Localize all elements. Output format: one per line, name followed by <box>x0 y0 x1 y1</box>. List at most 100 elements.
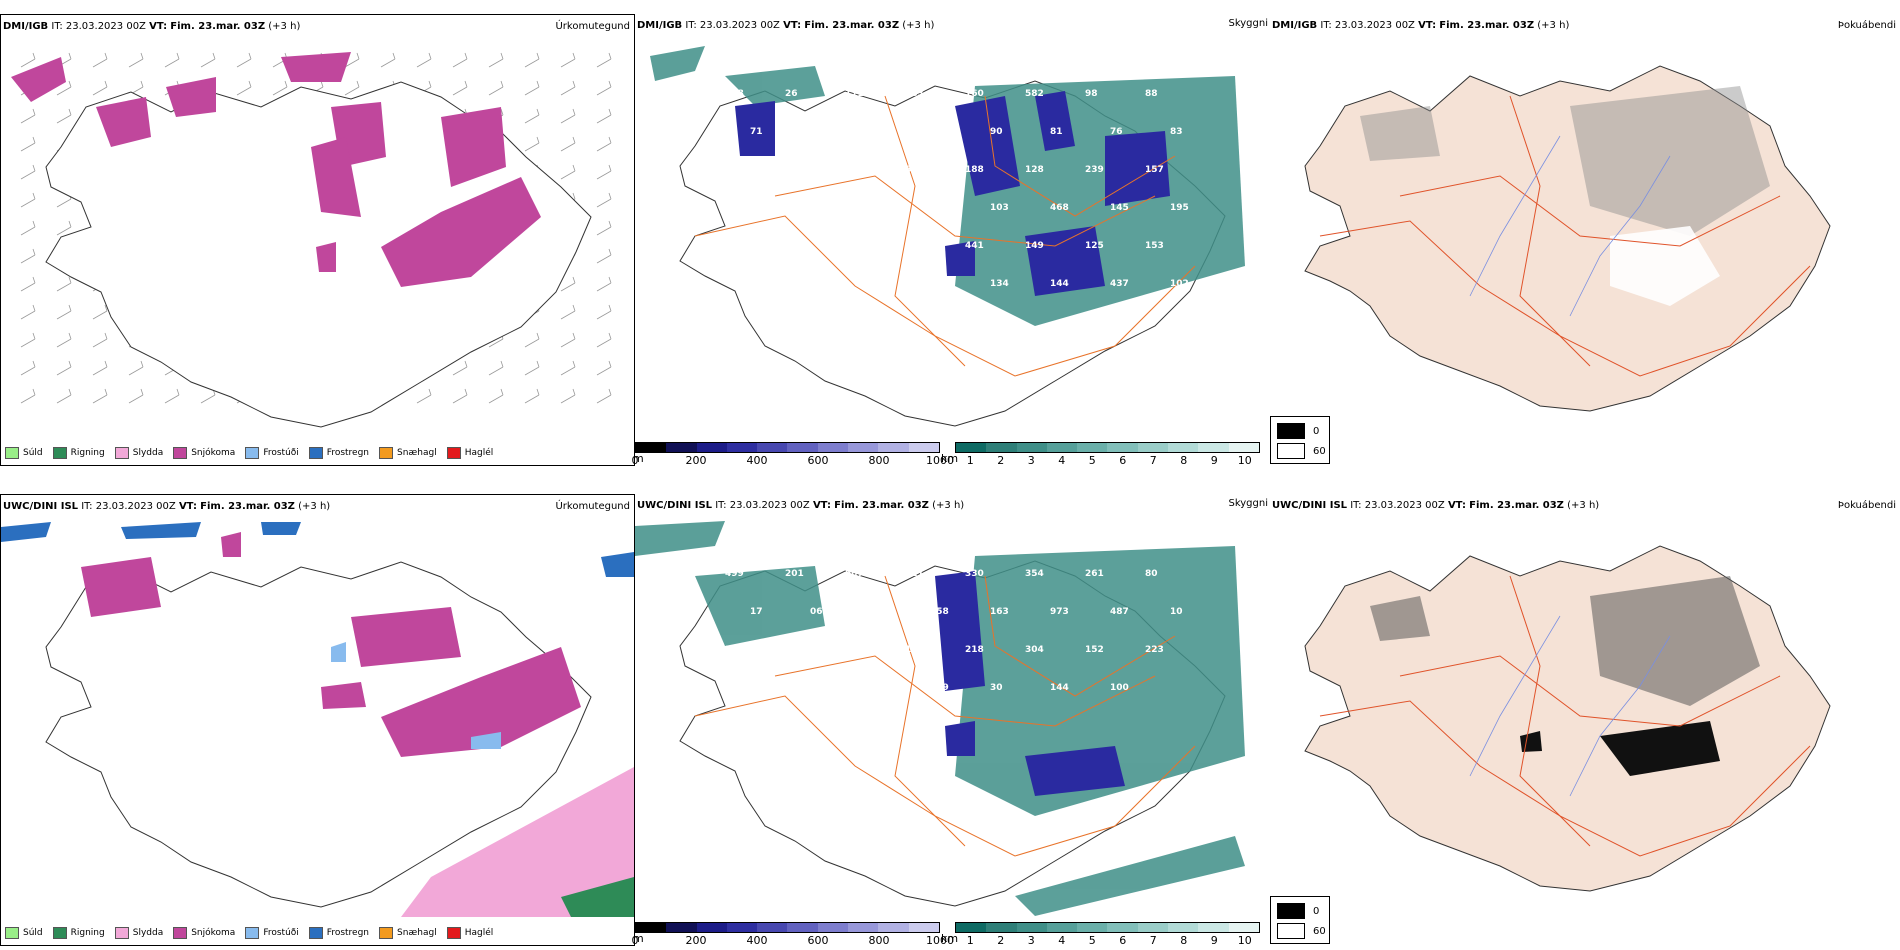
cloud-height-label: 149 <box>1025 241 1044 251</box>
legend-swatch <box>446 447 461 459</box>
wind-barb <box>560 136 576 152</box>
cloud-height-label: 298 <box>725 89 744 99</box>
colorbar-cell <box>817 923 849 932</box>
product-title: Úrkomutegund <box>555 21 630 32</box>
colorbar-tick-label: 8 <box>1180 934 1188 947</box>
legend-item: Snæhagl <box>379 927 437 939</box>
legend-swatch <box>245 927 260 939</box>
colorbar-cell <box>1077 443 1108 452</box>
colorbar-tick-label: 7 <box>1149 454 1157 467</box>
wind-barb <box>596 332 612 348</box>
wind-barb <box>20 248 36 264</box>
wind-barb <box>560 276 576 292</box>
cloud-height-label: 83 <box>1170 127 1183 137</box>
wind-barb <box>56 108 72 124</box>
fog-legend-swatch <box>1277 923 1305 939</box>
cloud-height-label: 80 <box>1145 569 1158 579</box>
colorbar-tick-label: 9 <box>1210 454 1218 467</box>
cloud-height-label: 111 <box>725 165 744 175</box>
cloud-height-label: 95 <box>785 645 798 655</box>
wind-barb <box>488 52 504 68</box>
colorbar-cell <box>1107 923 1138 932</box>
cloud-height-label: 74 <box>930 127 943 137</box>
wind-barb <box>488 388 504 404</box>
wind-barb <box>164 388 180 404</box>
cloud-height-label: 82 <box>870 607 883 617</box>
colorbar-cell <box>1198 923 1229 932</box>
cloud-height-label: 76 <box>1110 127 1123 137</box>
panel-header: DMI/IGB IT: 23.03.2023 00Z VT: Fim. 23.m… <box>3 21 301 32</box>
wind-barb <box>128 52 144 68</box>
wind-barb <box>20 136 36 152</box>
cloud-height-label: 195 <box>1170 203 1189 213</box>
colorbar-ticks: 0 200 400 600 800 1000 <box>632 453 955 467</box>
cloud-height-label: 132 <box>930 279 949 289</box>
wind-barb <box>20 332 36 348</box>
freezing-drizzle-areas <box>331 642 501 749</box>
legend-swatch <box>379 447 394 459</box>
wind-barb <box>416 52 432 68</box>
wind-barb <box>200 388 216 404</box>
height-colorbar: 0 200 400 600 800 1000 m <box>632 922 954 947</box>
colorbar-cell <box>636 443 667 452</box>
cloud-height-label: 499 <box>725 569 744 579</box>
legend-item: Frostregn <box>308 927 369 939</box>
road-network <box>1319 575 1811 857</box>
rain-areas <box>561 877 634 917</box>
cloud-height-label: 100 <box>1110 683 1129 693</box>
cloud-height-label: 607 <box>845 569 864 579</box>
cloud-height-label: 62 <box>785 241 798 251</box>
panel-header: DMI/IGB IT: 23.03.2023 00Z VT: Fim. 23.m… <box>637 20 935 31</box>
cloud-height-label: 86 <box>725 241 738 251</box>
height-colorbar: 0 200 400 600 800 1000 m <box>632 442 955 467</box>
colorbar-cells <box>955 442 1260 453</box>
cloud-height-label: 103 <box>785 165 804 175</box>
colorbar-cell <box>1228 443 1259 452</box>
wind-barb <box>488 80 504 96</box>
wind-barb <box>560 52 576 68</box>
cloud-height-label: 111 <box>845 89 864 99</box>
legend-item: Snjókoma <box>173 927 235 939</box>
cloud-height-label: 163 <box>990 607 1009 617</box>
cloud-height-label: 73 <box>870 127 883 137</box>
legend-item: Frostúði <box>245 927 299 939</box>
legend-swatch <box>5 927 19 939</box>
colorbar-cell <box>956 443 987 452</box>
colorbar-cell <box>1077 923 1108 932</box>
wind-barb <box>452 360 468 376</box>
cloud-height-label: 437 <box>1110 279 1129 289</box>
wind-barb <box>596 164 612 180</box>
wind-barb <box>596 248 612 264</box>
height-unit: m <box>633 452 644 465</box>
colorbar-tick-label: 800 <box>868 934 890 947</box>
wind-barb <box>596 52 612 68</box>
wind-barb <box>236 80 252 96</box>
wind-barb <box>596 108 612 124</box>
wind-barb <box>524 332 540 348</box>
wind-barb <box>20 360 36 376</box>
colorbar-tick-label: 600 <box>807 454 829 467</box>
wind-barb <box>344 80 360 96</box>
colorbar-cell <box>787 443 818 452</box>
colorbar-tick-label: 4 <box>1058 454 1066 467</box>
wind-barb <box>596 304 612 320</box>
legend-item: Haglél <box>446 447 493 459</box>
freezing-rain-areas <box>1 522 634 577</box>
fog-legend-row: 60 <box>1277 923 1326 939</box>
wind-barb <box>56 220 72 236</box>
river-network <box>1469 615 1671 797</box>
colorbar-cells <box>635 442 940 453</box>
wind-barb <box>92 52 108 68</box>
colorbar-tick-label: 200 <box>685 454 707 467</box>
fog-shading <box>1370 576 1760 706</box>
cloud-height-label: 145 <box>1110 203 1129 213</box>
legend-swatch <box>173 927 188 939</box>
colorbar-cell <box>1137 443 1169 452</box>
colorbar-tick-label: 2 <box>997 934 1005 947</box>
colorbar-ticks: 1 2 3 4 5 6 7 8 9 10 <box>955 933 1260 947</box>
fog-map <box>1304 545 1831 892</box>
wind-barb <box>452 388 468 404</box>
wind-barb <box>380 52 396 68</box>
colorbar-cell <box>696 923 727 932</box>
visibility-unit: km <box>941 932 959 945</box>
